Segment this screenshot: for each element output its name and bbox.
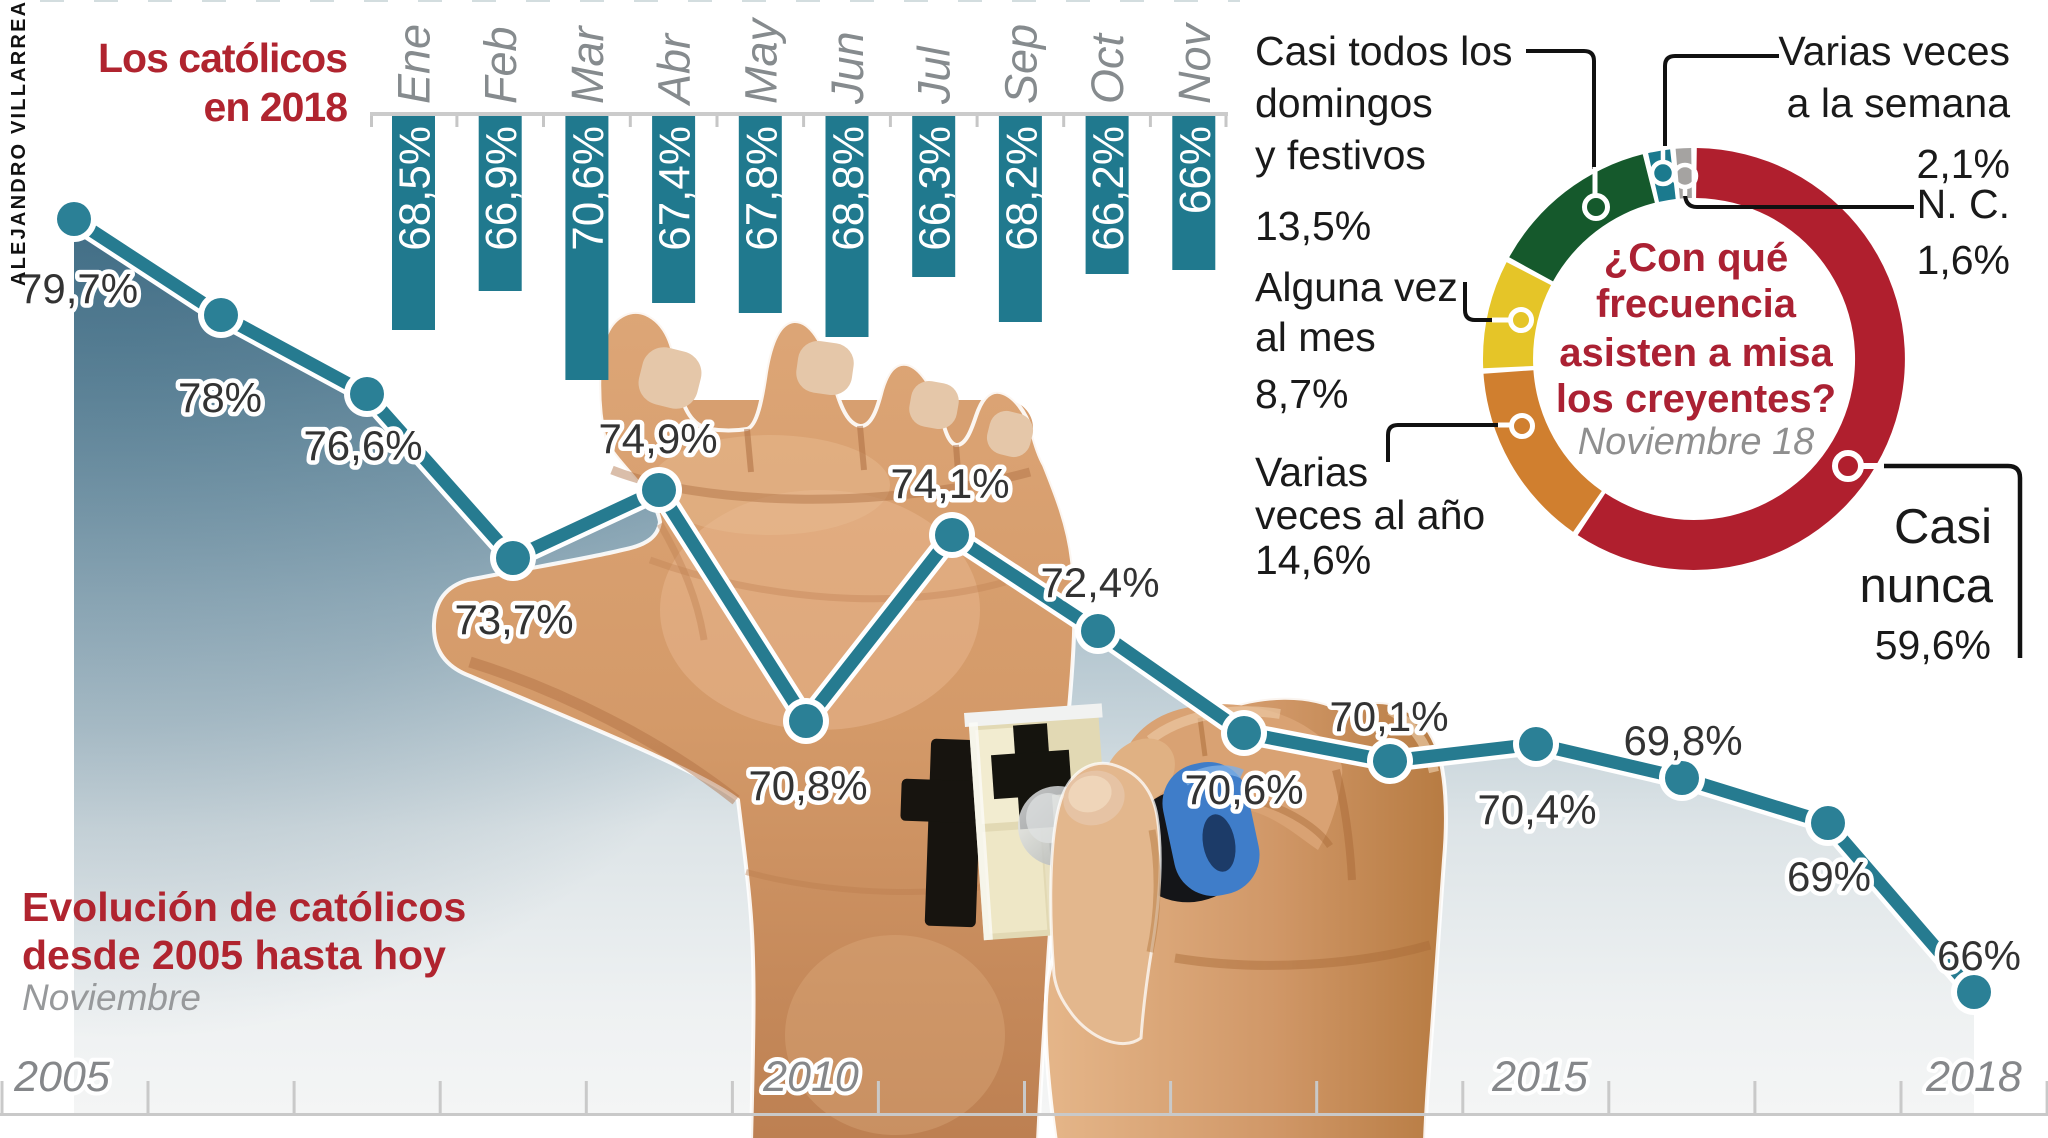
svg-text:8,7%: 8,7% <box>1255 371 1348 417</box>
svg-text:66,9%: 66,9% <box>477 126 526 251</box>
svg-text:69,8%: 69,8% <box>1623 717 1742 764</box>
svg-text:2010: 2010 <box>762 1053 859 1101</box>
svg-text:70,4%: 70,4% <box>1477 786 1596 833</box>
svg-text:59,6%: 59,6% <box>1875 622 1991 668</box>
svg-text:79,7%: 79,7% <box>19 265 138 312</box>
svg-text:66%: 66% <box>1937 932 2021 979</box>
svg-text:Oct: Oct <box>1082 31 1133 104</box>
svg-text:Mar: Mar <box>562 24 613 104</box>
svg-text:Casi todos los: Casi todos los <box>1255 28 1513 74</box>
svg-text:Alguna vez: Alguna vez <box>1255 264 1458 310</box>
svg-text:los creyentes?: los creyentes? <box>1556 377 1836 421</box>
svg-text:Varias: Varias <box>1255 449 1368 495</box>
svg-text:en 2018: en 2018 <box>204 84 348 130</box>
svg-text:70,6%: 70,6% <box>1184 766 1303 813</box>
svg-text:2,1%: 2,1% <box>1917 141 2010 187</box>
svg-text:13,5%: 13,5% <box>1255 203 1371 249</box>
svg-text:N. C.: N. C. <box>1917 181 2010 227</box>
svg-text:74,9%: 74,9% <box>598 415 717 462</box>
svg-text:2005: 2005 <box>13 1053 111 1101</box>
svg-text:76,6%: 76,6% <box>303 422 422 469</box>
svg-text:Noviembre: Noviembre <box>22 977 201 1018</box>
svg-text:Varias veces: Varias veces <box>1778 28 2010 74</box>
svg-text:Evolución de católicos: Evolución de católicos <box>22 884 466 930</box>
svg-text:72,4%: 72,4% <box>1040 559 1159 606</box>
svg-text:Nov: Nov <box>1169 21 1220 104</box>
svg-text:May: May <box>735 16 786 104</box>
svg-text:ALEJANDRO VILLARREAL: ALEJANDRO VILLARREAL <box>8 0 30 286</box>
svg-text:y festivos: y festivos <box>1255 132 1426 178</box>
svg-text:Jul: Jul <box>909 44 960 105</box>
svg-text:66%: 66% <box>1171 126 1220 214</box>
svg-text:74,1%: 74,1% <box>890 460 1009 507</box>
svg-text:domingos: domingos <box>1255 80 1433 126</box>
svg-text:nunca: nunca <box>1859 559 1993 613</box>
svg-text:70,8%: 70,8% <box>748 762 867 809</box>
svg-text:Noviembre 18: Noviembre 18 <box>1578 421 1815 463</box>
svg-text:asisten a misa: asisten a misa <box>1559 331 1833 375</box>
svg-text:veces al año: veces al año <box>1255 492 1485 538</box>
svg-text:68,8%: 68,8% <box>824 126 873 251</box>
svg-text:67,8%: 67,8% <box>737 126 786 251</box>
svg-text:14,6%: 14,6% <box>1255 537 1371 583</box>
svg-text:Los católicos: Los católicos <box>98 35 347 81</box>
svg-text:2018: 2018 <box>1925 1053 2022 1101</box>
svg-text:67,4%: 67,4% <box>651 126 700 251</box>
svg-text:Sep: Sep <box>995 24 1046 104</box>
svg-text:frecuencia: frecuencia <box>1596 282 1797 326</box>
svg-text:Casi: Casi <box>1894 500 1992 554</box>
svg-text:Abr: Abr <box>649 32 700 107</box>
svg-text:2015: 2015 <box>1491 1053 1589 1101</box>
svg-text:69%: 69% <box>1787 853 1871 900</box>
svg-text:al mes: al mes <box>1255 314 1376 360</box>
svg-text:78%: 78% <box>178 374 262 421</box>
svg-text:1,6%: 1,6% <box>1917 237 2010 283</box>
svg-text:68,2%: 68,2% <box>997 126 1046 251</box>
svg-text:Jun: Jun <box>822 31 873 105</box>
svg-text:¿Con qué: ¿Con qué <box>1604 236 1788 280</box>
svg-text:68,5%: 68,5% <box>391 126 440 251</box>
svg-text:66,3%: 66,3% <box>911 126 960 251</box>
svg-text:70,6%: 70,6% <box>564 126 613 251</box>
svg-text:Ene: Ene <box>389 24 440 104</box>
svg-text:desde 2005 hasta hoy: desde 2005 hasta hoy <box>22 932 446 978</box>
svg-text:Feb: Feb <box>475 26 526 104</box>
svg-text:73,7%: 73,7% <box>454 596 573 643</box>
svg-text:a la semana: a la semana <box>1787 80 2011 126</box>
svg-text:70,1%: 70,1% <box>1329 693 1448 740</box>
svg-text:66,2%: 66,2% <box>1084 126 1133 251</box>
